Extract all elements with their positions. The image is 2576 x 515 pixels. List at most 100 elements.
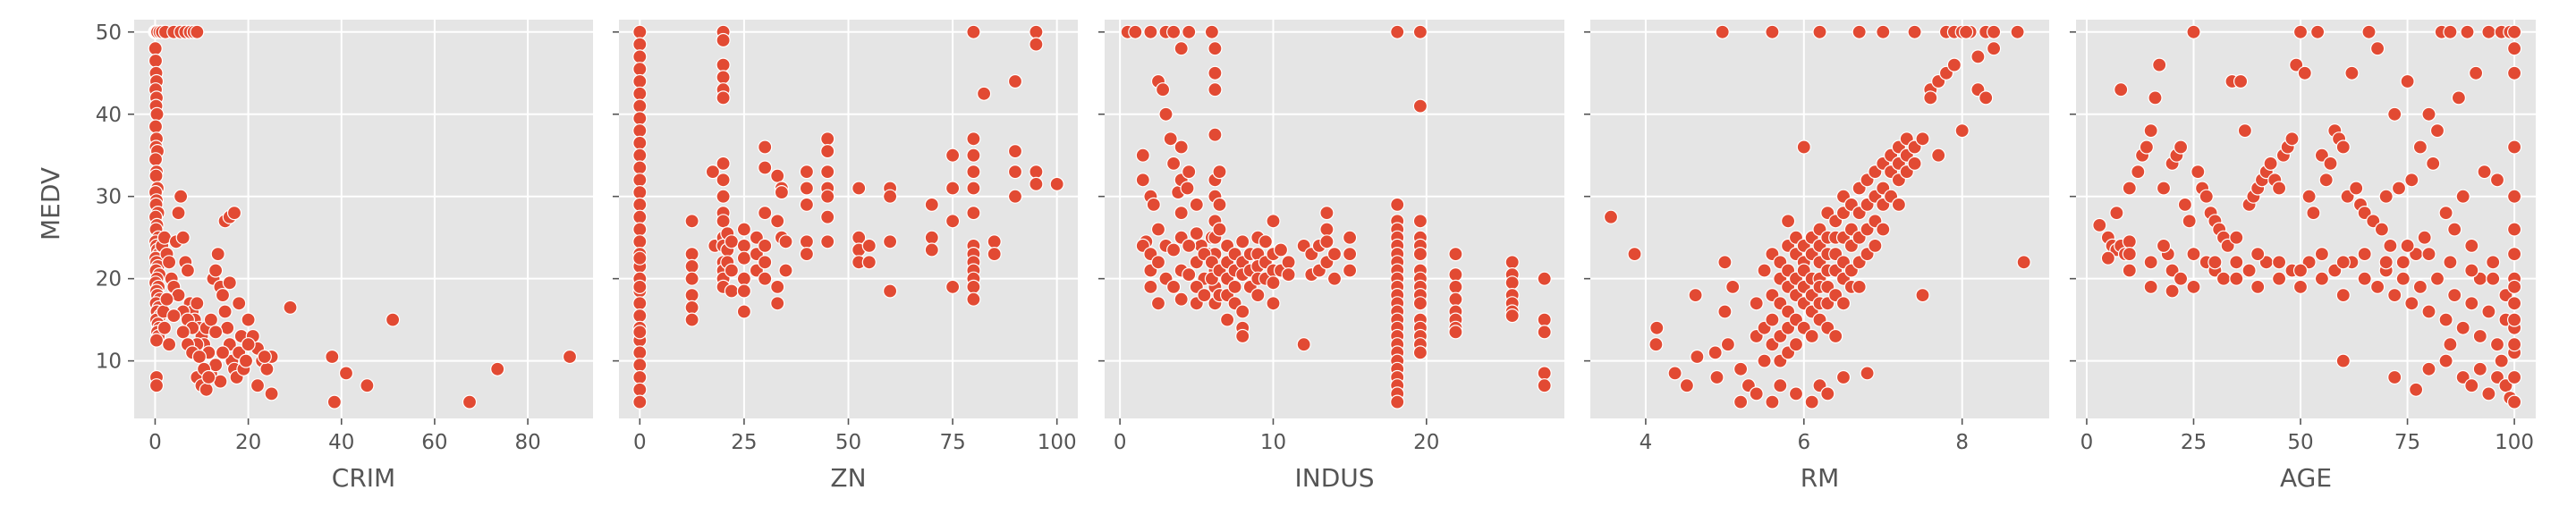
data-point [250,378,266,393]
data-point [166,308,182,324]
data-point [1212,197,1227,212]
data-point [215,345,231,360]
data-point [976,86,992,101]
data-point [2114,82,2129,97]
data-point [2010,24,2025,39]
data-point [148,41,163,56]
data-point [2229,255,2244,270]
data-point [716,189,731,204]
data-point [2370,279,2385,294]
data-point [2370,41,2385,56]
data-point [1266,296,1281,311]
x-axis-label: RM [1801,463,1840,493]
data-point [1679,378,1695,393]
data-point [2229,230,2244,245]
data-point [945,181,961,196]
data-point [2250,279,2266,294]
data-point [2421,361,2436,376]
data-point [966,131,981,147]
data-point [2143,279,2158,294]
data-point [1970,49,1986,64]
y-axis-label: MEDV [36,167,65,241]
data-point [1537,312,1552,327]
data-point [1757,353,1772,368]
data-point [2447,222,2462,237]
data-point [1987,24,2002,39]
data-point [1412,345,1428,360]
data-point [283,300,298,315]
data-point [175,230,191,245]
data-point [1852,24,1867,39]
data-point [1266,275,1281,291]
data-point [1788,386,1804,401]
data-point [2229,271,2244,286]
data-point [2186,279,2201,294]
data-point [2451,90,2466,106]
data-point [1208,41,1223,56]
data-point [1780,214,1796,229]
data-point [1733,394,1749,409]
data-point [2395,255,2411,270]
data-point [1835,296,1852,311]
data-point [2507,337,2522,352]
data-point [882,283,898,299]
x-tick-label: 40 [328,431,354,454]
data-point [462,394,478,409]
data-point [2486,255,2501,270]
data-point [1007,144,1023,159]
data-point [2421,304,2436,319]
data-point [736,250,752,266]
data-point [1448,291,1463,307]
data-point [2387,106,2402,122]
panel-indus: 0 10 20 INDUS [1098,20,1564,493]
data-point [1182,267,1197,283]
data-point [799,165,815,180]
data-point [1412,247,1428,262]
y-tick-label: 10 [96,350,122,374]
data-point [924,230,939,245]
data-point [2156,181,2172,196]
x-tick-label: 50 [2287,431,2313,454]
data-point [2100,250,2115,266]
data-point [2429,123,2445,139]
data-point [724,234,740,249]
data-point [1946,57,1962,72]
data-point [2387,288,2402,303]
data-point [2357,247,2372,262]
data-point [1448,247,1463,262]
data-point [2412,279,2428,294]
data-point [2174,271,2189,286]
data-point [159,291,174,307]
data-point [1342,230,1358,245]
data-point [2131,165,2146,180]
data-point [632,123,648,139]
data-point [632,369,648,385]
data-point [1326,247,1343,262]
data-point [1907,24,1922,39]
data-point [632,308,648,324]
data-point [1504,255,1520,270]
data-point [945,214,961,229]
data-point [1174,206,1189,221]
data-point [1135,173,1150,188]
data-point [208,263,224,278]
plot-background [2076,20,2536,418]
data-point [736,222,752,237]
x-tick-label: 75 [2394,431,2420,454]
data-point [201,369,216,385]
data-point [1029,37,1044,52]
data-point [632,325,648,340]
data-point [1979,90,1994,106]
data-point [987,234,1002,249]
data-point [820,165,835,180]
data-point [1923,90,1938,106]
x-tick-label: 75 [939,431,965,454]
y-tick-label: 20 [96,268,122,291]
data-point [238,353,254,368]
data-point [799,234,815,249]
data-point [852,181,867,196]
data-point [208,325,224,340]
x-axis-label: ZN [830,463,866,493]
data-point [1296,337,1311,352]
data-point [736,283,752,299]
